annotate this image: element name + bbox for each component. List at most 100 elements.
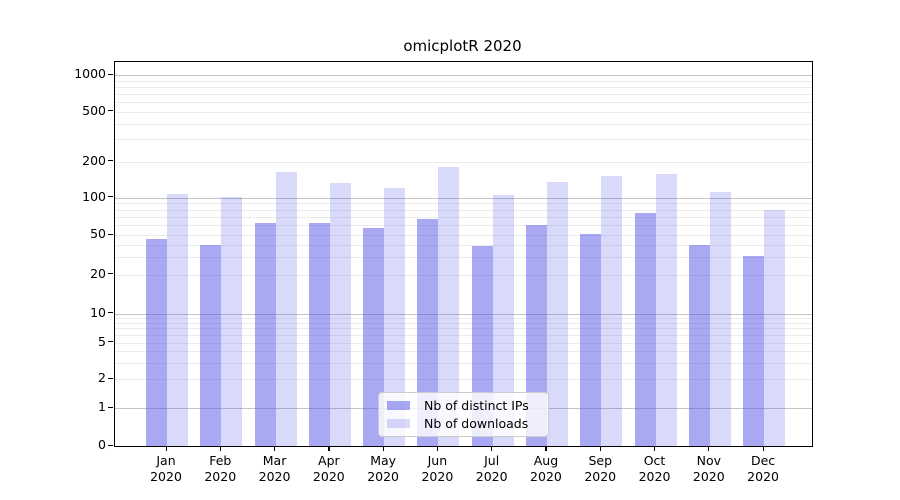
bar-distinct-ips-nov [688,244,710,446]
bar-downloads-jan [167,194,188,446]
x-tick-label: Nov 2020 [692,453,725,484]
gridline-minor [115,342,812,344]
x-tick-label: Sep 2020 [584,453,617,484]
bar-distinct-ips-mar [254,223,276,446]
x-tick-label: Dec 2020 [747,453,779,484]
x-tick-mark [599,446,601,451]
y-tick-mark [108,444,113,446]
x-tick-label: Oct 2020 [638,453,671,484]
y-tick-label: 500 [82,102,106,118]
gridline-major [115,313,812,315]
bar-distinct-ips-feb [200,244,222,446]
x-tick-mark [491,446,493,451]
bar-distinct-ips-sep [580,233,602,446]
gridline-minor [115,161,812,163]
gridline-minor [115,86,812,88]
gridline-major [115,197,812,199]
y-tick-mark [108,73,113,75]
x-tick-label: Jul 2020 [475,453,508,484]
y-tick-label: 0 [98,437,106,452]
gridline-minor [115,123,812,125]
bar-downloads-may [384,188,406,446]
x-tick-label: Apr 2020 [312,453,345,484]
y-tick-label: 5 [98,333,106,349]
gridline-minor [115,139,812,141]
legend-label: Nb of downloads [424,416,529,431]
bar-distinct-ips-jun [417,219,439,446]
bar-downloads-dec [764,209,786,446]
x-tick-mark [654,446,656,451]
gridline-minor [115,216,812,218]
y-tick-label: 10 [90,304,106,320]
y-tick-mark [108,196,113,198]
x-tick-label: Aug 2020 [530,453,562,484]
x-tick-mark [382,446,384,451]
y-tick-label: 100 [82,188,106,204]
bar-downloads-aug [546,181,568,446]
gridline-minor [115,209,812,211]
legend-label: Nb of distinct IPs [424,398,529,413]
gridline-minor [115,379,812,380]
x-tick-label: May 2020 [367,453,400,484]
gridline-minor [115,362,812,364]
gridline-minor [115,322,812,324]
bar-downloads-jun [438,167,460,446]
x-tick-mark [328,446,330,451]
x-tick-mark [545,446,547,451]
y-tick-label: 20 [90,265,106,281]
y-tick-label: 1 [98,399,106,414]
bar-downloads-apr [329,183,351,446]
bar-downloads-feb [221,196,243,446]
y-tick-mark [108,160,113,162]
y-tick-mark [108,273,113,275]
bar-downloads-nov [709,191,731,446]
y-tick-mark [108,341,113,343]
x-tick-mark [708,446,710,451]
x-tick-mark [762,446,764,451]
legend-item: Nb of distinct IPs [387,398,540,413]
gridline-minor [115,203,812,205]
gridline-minor [115,257,812,259]
gridline-minor [115,93,812,95]
x-tick-mark [436,446,439,451]
gridline-major [115,75,812,76]
x-tick-mark [219,446,221,451]
gridline-minor [115,351,812,353]
gridline-minor [115,328,812,330]
plot-area [114,61,813,447]
bar-downloads-oct [655,174,677,446]
legend: Nb of distinct IPs Nb of downloads [378,392,549,437]
x-tick-label: Jun 2020 [421,453,454,484]
gridline-minor [115,317,812,319]
bar-distinct-ips-may [363,227,385,446]
gridline-minor [115,80,812,82]
bar-distinct-ips-aug [525,225,547,446]
gridline-minor [115,235,812,236]
bar-distinct-ips-jan [146,238,167,446]
y-tick-mark [108,312,113,314]
legend-swatch-distinct-ips [387,401,410,410]
y-tick-mark [108,110,113,112]
x-tick-label: Mar 2020 [258,453,291,484]
gridline-minor [115,334,812,336]
gridline-minor [115,111,812,113]
y-tick-mark [108,406,113,408]
gridline-minor [115,225,812,227]
y-tick-label: 1000 [74,66,106,81]
legend-swatch-downloads [387,419,410,428]
x-tick-label: Feb 2020 [204,453,237,484]
chart-title: omicplotR 2020 [403,37,522,55]
gridline-minor [115,274,812,276]
bar-distinct-ips-dec [743,255,765,446]
x-tick-mark [274,446,276,451]
bar-downloads-mar [275,172,297,446]
y-tick-label: 2 [98,370,106,385]
y-tick-mark [108,377,113,379]
y-tick-label: 200 [82,152,106,168]
legend-item: Nb of downloads [387,416,540,431]
y-tick-label: 50 [90,226,106,241]
x-tick-mark [165,446,167,451]
gridline-minor [115,101,812,103]
gridline-minor [115,244,812,246]
